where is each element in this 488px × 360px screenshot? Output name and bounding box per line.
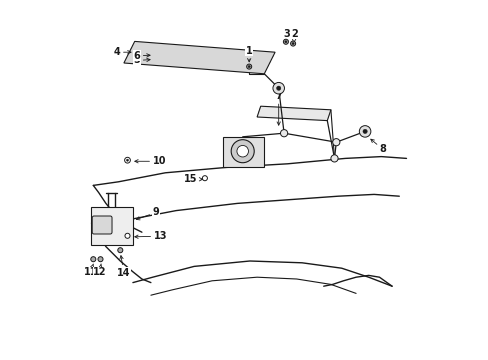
Circle shape (283, 39, 288, 44)
Text: 13: 13 (135, 231, 167, 241)
Text: 14: 14 (117, 256, 130, 278)
Bar (91, 207, 133, 245)
Text: 10: 10 (135, 156, 166, 166)
Text: 8: 8 (370, 139, 386, 154)
Circle shape (362, 129, 366, 134)
Text: 7: 7 (275, 91, 282, 125)
Circle shape (98, 257, 103, 262)
Polygon shape (123, 41, 275, 74)
Circle shape (280, 130, 287, 137)
Circle shape (202, 176, 207, 181)
Circle shape (125, 233, 130, 238)
Text: 5: 5 (133, 55, 150, 66)
Circle shape (231, 140, 254, 163)
Circle shape (330, 155, 337, 162)
Circle shape (126, 159, 128, 161)
Circle shape (276, 86, 280, 90)
Circle shape (272, 82, 284, 94)
Circle shape (290, 41, 295, 46)
Text: 2: 2 (291, 29, 298, 42)
Text: 15: 15 (184, 174, 202, 184)
Circle shape (237, 145, 248, 157)
Text: 11: 11 (83, 264, 97, 277)
Text: 9: 9 (136, 207, 159, 220)
FancyBboxPatch shape (92, 216, 112, 234)
Circle shape (332, 139, 339, 146)
Circle shape (118, 248, 122, 253)
Circle shape (246, 64, 251, 69)
Text: 4: 4 (113, 47, 131, 57)
Bar (223, 137, 264, 167)
Text: 3: 3 (283, 29, 290, 43)
Circle shape (359, 126, 370, 137)
Text: 12: 12 (93, 264, 106, 277)
Text: 6: 6 (133, 51, 150, 61)
Text: 1: 1 (245, 46, 252, 62)
Circle shape (291, 42, 294, 45)
Circle shape (124, 157, 130, 163)
Circle shape (91, 257, 96, 262)
Circle shape (284, 41, 286, 43)
Circle shape (247, 66, 250, 68)
Polygon shape (257, 106, 330, 121)
